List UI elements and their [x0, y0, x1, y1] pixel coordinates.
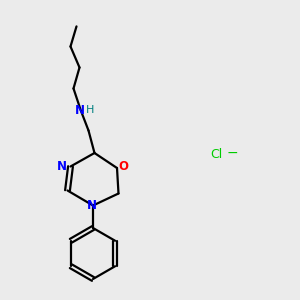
Text: N: N	[74, 104, 85, 118]
Text: Cl: Cl	[210, 148, 222, 161]
Text: H: H	[86, 105, 94, 115]
Text: O: O	[118, 160, 129, 173]
Text: N: N	[57, 160, 67, 173]
Text: −: −	[227, 146, 238, 160]
Text: N: N	[86, 199, 97, 212]
